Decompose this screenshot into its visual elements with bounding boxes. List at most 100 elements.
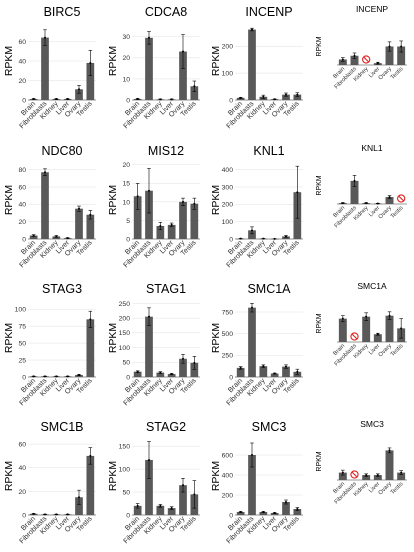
data-point — [182, 484, 184, 487]
data-point — [159, 225, 162, 227]
x-tick-label: Testis — [390, 481, 405, 496]
data-point — [262, 511, 265, 513]
y-axis-label: RPKM — [210, 461, 222, 491]
y-tick-label: 250 — [222, 353, 234, 360]
x-tick-label: Ovary — [378, 343, 393, 358]
y-tick-label: 750 — [222, 309, 234, 316]
data-point — [136, 195, 139, 198]
no-data-icon-slash — [351, 471, 358, 478]
bar-testis — [190, 362, 199, 377]
data-point — [44, 171, 46, 174]
y-axis-label: RPKM — [316, 451, 323, 471]
y-tick-label: 50 — [122, 360, 130, 367]
y-axis-label: RPKM — [316, 175, 323, 195]
data-point — [89, 318, 92, 321]
bar-ovary — [179, 485, 187, 515]
y-tick-label: 300 — [222, 184, 234, 191]
data-point — [273, 512, 276, 514]
y-tick-label: 200 — [222, 492, 234, 499]
y-tick-label: 0 — [229, 236, 233, 243]
bar-brain — [133, 505, 142, 515]
y-tick-label: 0 — [126, 236, 130, 243]
y-tick-label: 20 — [18, 489, 26, 496]
y-tick-label: 80 — [18, 167, 26, 174]
y-tick-label: 400 — [222, 472, 234, 479]
data-point — [273, 237, 276, 240]
data-point — [32, 375, 35, 378]
chart-title: SMC3 — [360, 419, 384, 429]
y-tick-label: 5 — [126, 218, 130, 225]
y-tick-label: 10 — [122, 76, 130, 83]
data-point — [55, 98, 58, 101]
data-point — [376, 474, 379, 477]
y-tick-label: 0 — [126, 512, 130, 519]
y-tick-label: 100 — [119, 467, 131, 474]
y-tick-label: 40 — [18, 202, 26, 209]
no-data-icon-slash — [398, 195, 405, 202]
data-point — [296, 93, 299, 96]
bar-brain — [236, 367, 245, 377]
data-point — [365, 315, 368, 318]
x-tick-label: Ovary — [378, 66, 393, 81]
bar-testis — [86, 62, 95, 100]
chart-panel-12: SMC1BRPKM0204060BrainFibroblastsKidneyLi… — [3, 420, 96, 545]
y-tick-label: 500 — [222, 331, 234, 338]
bar-ovary — [385, 197, 394, 204]
data-point — [170, 507, 173, 510]
data-point — [182, 357, 184, 360]
y-tick-label: 200 — [119, 316, 131, 323]
data-point — [296, 191, 299, 194]
chart-title: STAG1 — [146, 282, 186, 296]
bar-brain — [133, 196, 142, 239]
bar-ovary — [179, 201, 187, 239]
data-point — [296, 370, 299, 373]
chart-title: SMC1A — [247, 282, 291, 296]
bar-liver — [167, 224, 176, 239]
bar-brain — [29, 235, 38, 239]
data-point — [341, 317, 344, 320]
bar-kidney — [156, 505, 165, 515]
bar-ovary — [282, 236, 290, 239]
chart-title: KNL1 — [361, 143, 383, 153]
y-tick-label: 100 — [119, 345, 131, 352]
data-point — [66, 237, 69, 240]
no-data-icon-slash — [363, 56, 370, 63]
data-point — [55, 375, 58, 378]
data-point — [66, 98, 69, 101]
y-axis-label: RPKM — [210, 46, 222, 76]
y-tick-label: 400 — [222, 167, 234, 174]
data-point — [239, 237, 242, 240]
y-tick-label: 100 — [222, 71, 234, 78]
chart-title: STAG2 — [146, 420, 186, 434]
no-data-icon — [362, 55, 371, 64]
data-point — [44, 513, 46, 516]
y-tick-label: 0 — [229, 374, 233, 381]
data-point — [251, 28, 253, 31]
y-axis-label: RPKM — [316, 36, 323, 56]
data-point — [66, 513, 69, 516]
bar-ovary — [282, 502, 290, 515]
y-axis-label: RPKM — [210, 185, 222, 215]
data-point — [55, 235, 58, 238]
bar-testis — [86, 319, 95, 377]
chart-title: SMC3 — [252, 420, 287, 434]
chart-title: KNL1 — [253, 144, 284, 158]
bar-liver — [167, 374, 176, 377]
data-point — [182, 200, 184, 203]
y-tick-label: 20 — [122, 55, 130, 62]
data-point — [89, 61, 92, 64]
chart-title: STAG3 — [42, 282, 82, 296]
data-point — [78, 88, 80, 91]
data-point — [376, 202, 379, 205]
y-tick-label: 40 — [18, 465, 26, 472]
data-point — [136, 504, 139, 507]
bar-kidney — [52, 236, 61, 239]
bar-testis — [293, 94, 302, 100]
y-tick-label: 15 — [122, 181, 130, 188]
data-point — [239, 96, 242, 99]
data-point — [365, 474, 368, 477]
bar-fibroblasts — [248, 455, 256, 515]
y-tick-label: 50 — [18, 340, 26, 347]
bar-fibroblasts — [248, 230, 256, 239]
